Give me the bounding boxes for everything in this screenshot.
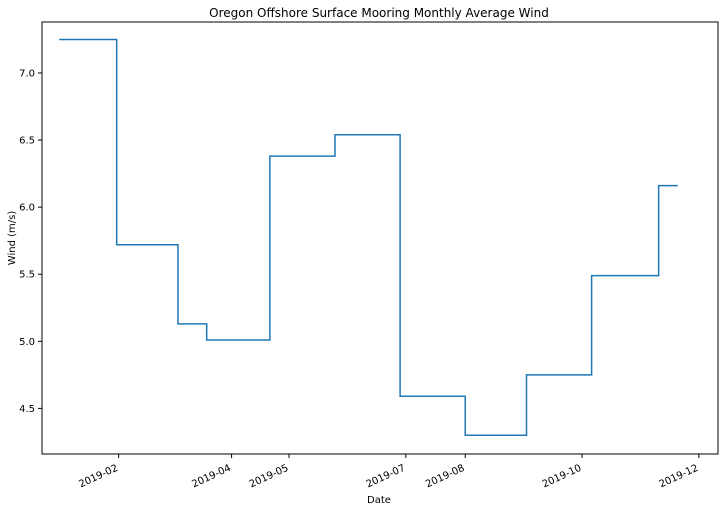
chart-title: Oregon Offshore Surface Mooring Monthly … [209, 6, 549, 20]
y-tick-label: 5.0 [19, 337, 35, 348]
y-tick-label: 7.0 [19, 68, 35, 79]
y-axis-title: Wind (m/s) [7, 211, 18, 266]
x-tick-label: 2019-05 [248, 463, 291, 491]
x-tick-label: 2019-07 [365, 463, 408, 491]
y-axis-ticks: 4.5 5.0 5.5 6.0 6.5 7.0 [19, 68, 42, 415]
x-tick-label: 2019-12 [658, 463, 701, 491]
y-tick-label: 5.5 [19, 270, 35, 281]
x-tick-label: 2019-10 [541, 463, 584, 491]
x-tick-label: 2019-02 [77, 463, 120, 491]
x-axis-ticks: 2019-02 2019-04 2019-05 2019-07 2019-08 2019-… [77, 454, 700, 490]
x-tick-label: 2019-04 [190, 463, 233, 491]
x-tick-label: 2019-08 [424, 463, 467, 491]
plot-frame [41, 21, 719, 455]
y-tick-label: 6.0 [19, 203, 35, 214]
y-tick-label: 4.5 [19, 404, 35, 415]
y-tick-label: 6.5 [19, 136, 35, 147]
x-axis-title: Date [367, 495, 391, 506]
plot-area [59, 38, 678, 436]
wind-series-line-0 [59, 38, 678, 436]
